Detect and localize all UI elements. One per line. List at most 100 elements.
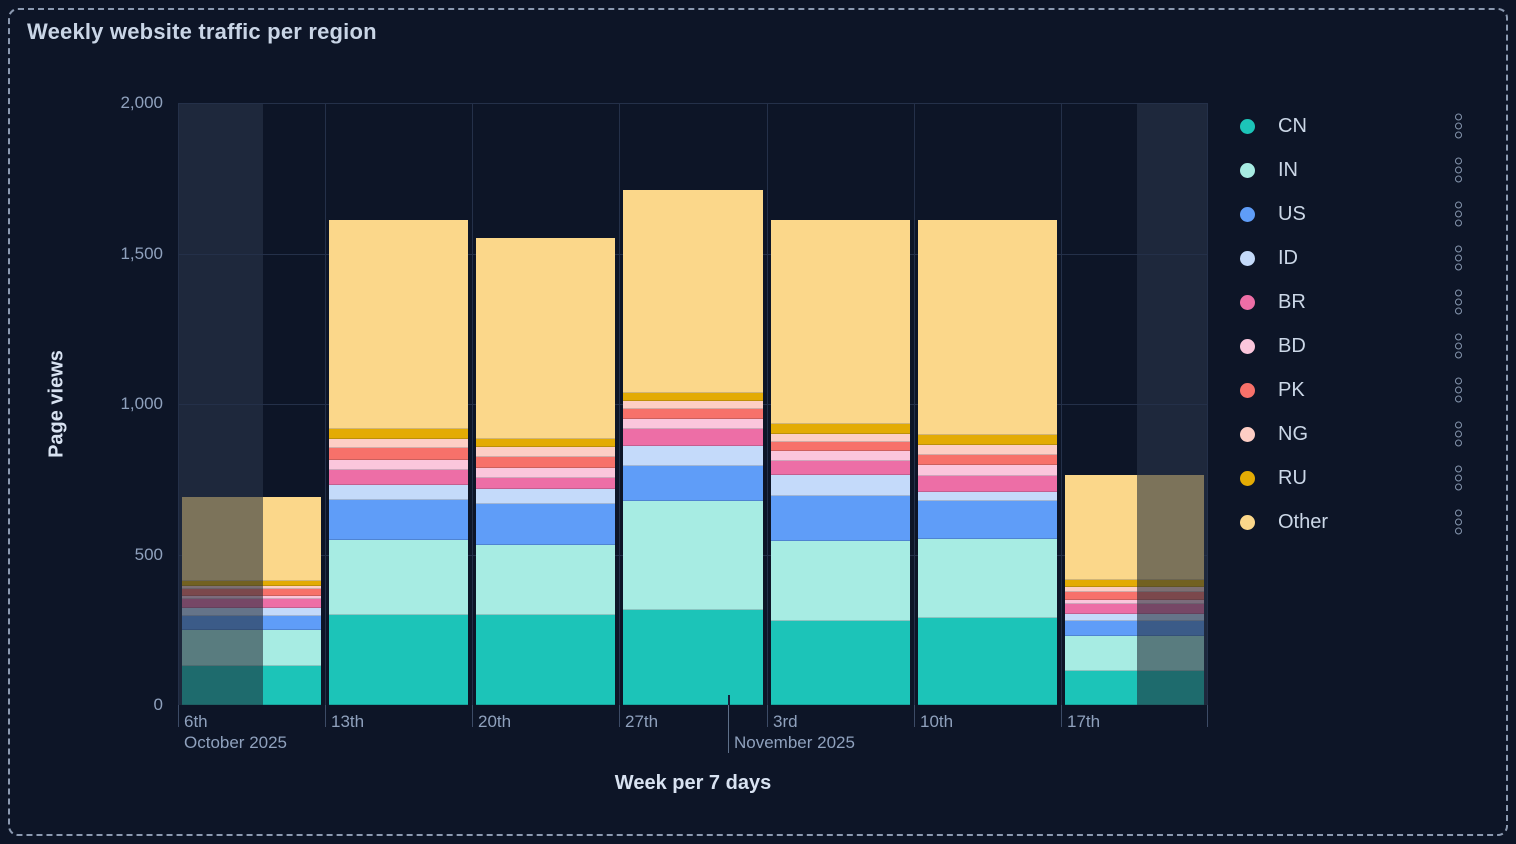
kebab-dots-icon[interactable]	[1455, 157, 1462, 184]
kebab-dots-icon[interactable]	[1455, 377, 1462, 404]
legend-item-BR[interactable]: BR	[1240, 280, 1468, 324]
legend-swatch-BR	[1240, 294, 1255, 310]
bar-week-10th[interactable]	[917, 220, 1057, 705]
v-gridline-week-6	[1061, 103, 1062, 705]
kebab-dots-icon[interactable]	[1455, 509, 1462, 536]
legend-item-Other[interactable]: Other	[1240, 500, 1468, 544]
bar-segment-IN[interactable]	[623, 500, 763, 610]
bar-segment-BD[interactable]	[770, 451, 910, 462]
bar-segment-US[interactable]	[623, 466, 763, 501]
bar-week-17th[interactable]	[1064, 475, 1204, 705]
bar-segment-PK[interactable]	[1064, 592, 1204, 600]
bar-segment-CN[interactable]	[917, 617, 1057, 705]
bar-segment-CN[interactable]	[329, 614, 469, 705]
bar-segment-US[interactable]	[476, 504, 616, 546]
bar-segment-US[interactable]	[329, 500, 469, 541]
kebab-dots-icon[interactable]	[1455, 289, 1462, 316]
bar-segment-ID[interactable]	[917, 491, 1057, 501]
bar-segment-US[interactable]	[917, 500, 1057, 540]
bar-segment-BR[interactable]	[917, 475, 1057, 492]
bar-segment-Other[interactable]	[476, 238, 616, 440]
legend-item-PK[interactable]: PK	[1240, 368, 1468, 412]
bar-segment-US[interactable]	[770, 496, 910, 542]
bar-segment-BR[interactable]	[476, 477, 616, 489]
bar-segment-BD[interactable]	[917, 465, 1057, 476]
legend-label-CN: CN	[1278, 114, 1307, 137]
bar-segment-NG[interactable]	[1064, 587, 1204, 593]
bar-segment-IN[interactable]	[329, 540, 469, 615]
bar-segment-PK[interactable]	[329, 447, 469, 461]
bar-segment-RU[interactable]	[476, 439, 616, 448]
bar-segment-BR[interactable]	[623, 429, 763, 447]
bar-segment-PK[interactable]	[623, 409, 763, 420]
x-week-tick-5	[914, 705, 915, 727]
bar-segment-IN[interactable]	[476, 545, 616, 615]
kebab-dot	[1455, 430, 1462, 438]
bar-segment-ID[interactable]	[770, 474, 910, 497]
bar-segment-Other[interactable]	[770, 220, 910, 424]
bar-week-13th[interactable]	[329, 220, 469, 705]
bar-segment-RU[interactable]	[770, 423, 910, 434]
bar-segment-ID[interactable]	[329, 484, 469, 501]
bar-segment-CN[interactable]	[623, 609, 763, 705]
bar-segment-ID[interactable]	[476, 488, 616, 505]
bar-segment-IN[interactable]	[917, 539, 1057, 618]
bar-segment-ID[interactable]	[623, 446, 763, 467]
bar-segment-BD[interactable]	[1064, 599, 1204, 605]
kebab-dots-icon[interactable]	[1455, 245, 1462, 272]
bar-segment-IN[interactable]	[770, 541, 910, 622]
kebab-dot	[1455, 351, 1462, 359]
bar-segment-ID[interactable]	[1064, 614, 1204, 621]
bar-segment-PK[interactable]	[770, 441, 910, 452]
bar-segment-Other[interactable]	[329, 220, 469, 430]
kebab-dots-icon[interactable]	[1455, 113, 1462, 140]
kebab-dot	[1455, 263, 1462, 271]
bar-segment-BR[interactable]	[1064, 604, 1204, 615]
legend-item-IN[interactable]: IN	[1240, 148, 1468, 192]
legend-item-BD[interactable]: BD	[1240, 324, 1468, 368]
kebab-dot	[1455, 113, 1462, 121]
bar-segment-BD[interactable]	[476, 467, 616, 478]
kebab-dot	[1455, 201, 1462, 209]
legend-item-US[interactable]: US	[1240, 192, 1468, 236]
bar-segment-Other[interactable]	[917, 220, 1057, 436]
bar-segment-RU[interactable]	[1064, 580, 1204, 588]
legend: CN IN US ID BR BD PK NG RU Other	[1240, 104, 1468, 544]
kebab-dots-icon[interactable]	[1455, 421, 1462, 448]
kebab-dot	[1455, 298, 1462, 306]
bar-segment-CN[interactable]	[476, 614, 616, 705]
legend-item-CN[interactable]: CN	[1240, 104, 1468, 148]
bar-week-27th[interactable]	[623, 190, 763, 705]
bar-segment-BD[interactable]	[329, 460, 469, 470]
bar-segment-BR[interactable]	[329, 469, 469, 485]
legend-item-ID[interactable]: ID	[1240, 236, 1468, 280]
bar-segment-NG[interactable]	[476, 447, 616, 458]
bar-segment-NG[interactable]	[917, 445, 1057, 455]
kebab-dots-icon[interactable]	[1455, 465, 1462, 492]
legend-item-RU[interactable]: RU	[1240, 456, 1468, 500]
bar-segment-Other[interactable]	[623, 190, 763, 393]
bar-segment-PK[interactable]	[917, 454, 1057, 466]
bar-segment-NG[interactable]	[770, 433, 910, 442]
bar-segment-BD[interactable]	[623, 419, 763, 430]
legend-item-NG[interactable]: NG	[1240, 412, 1468, 456]
legend-swatch-RU	[1240, 470, 1255, 486]
bar-segment-RU[interactable]	[917, 435, 1057, 446]
legend-label-PK: PK	[1278, 378, 1305, 401]
bar-week-6th[interactable]	[182, 497, 322, 705]
kebab-dot	[1455, 254, 1462, 262]
bar-segment-BR[interactable]	[770, 461, 910, 475]
x-week-label-6th: 6th	[184, 712, 208, 731]
bar-week-3rd[interactable]	[770, 220, 910, 705]
kebab-dots-icon[interactable]	[1455, 333, 1462, 360]
kebab-dots-icon[interactable]	[1455, 201, 1462, 228]
bar-segment-RU[interactable]	[623, 392, 763, 401]
bar-segment-NG[interactable]	[623, 400, 763, 410]
bar-segment-CN[interactable]	[770, 621, 910, 705]
bar-segment-RU[interactable]	[329, 429, 469, 439]
bar-week-20th[interactable]	[476, 238, 616, 705]
legend-swatch-IN	[1240, 162, 1255, 178]
bar-segment-NG[interactable]	[329, 438, 469, 448]
bar-segment-PK[interactable]	[476, 457, 616, 468]
legend-swatch-ID	[1240, 250, 1255, 266]
